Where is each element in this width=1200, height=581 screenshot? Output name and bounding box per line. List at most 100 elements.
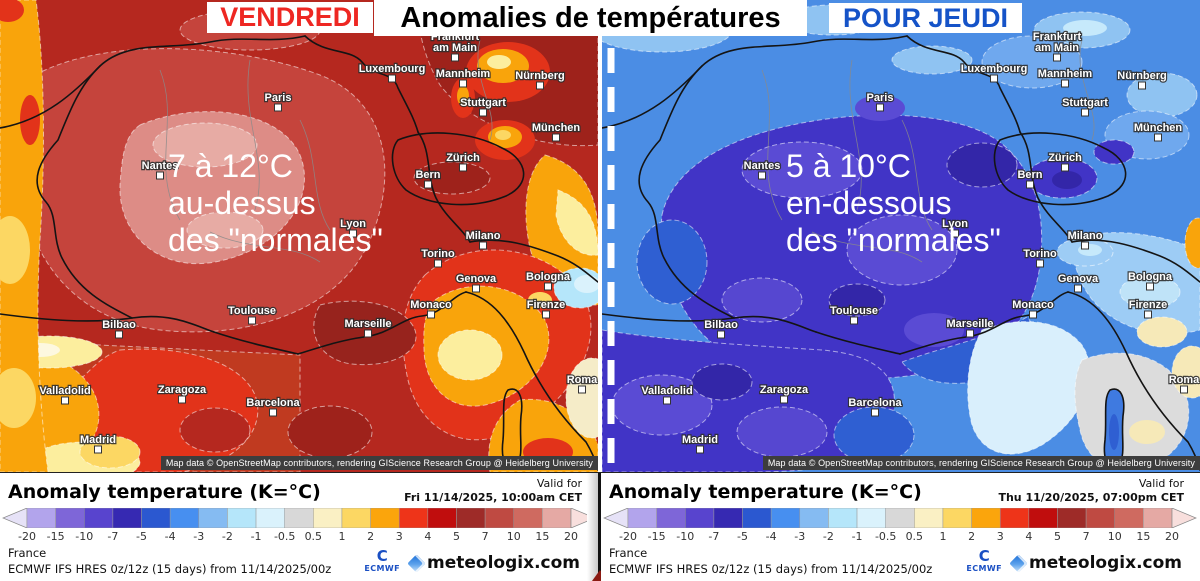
country-borders bbox=[602, 35, 1200, 471]
colorbar-segment bbox=[971, 507, 1001, 529]
thursday-anomaly-map-image: Frankfurt am Main Luxembourg Mannheim Nürnbe… bbox=[602, 0, 1200, 472]
city-label-roma: Roma bbox=[1169, 374, 1200, 386]
city-marker bbox=[717, 330, 725, 339]
colorbar-tick: 0.5 bbox=[905, 530, 924, 543]
colorbar-tick-labels: -20 -15 -10 -7 -5 -4 -3 -2 -1 -0.5 0.5 1 2 3 4 5 7 10 15 20 bbox=[2, 530, 596, 543]
colorbar-segment bbox=[370, 507, 400, 529]
colorbar-segment bbox=[1057, 507, 1087, 529]
colorbar-tick: -1 bbox=[250, 530, 262, 543]
colorbar-tick: -7 bbox=[708, 530, 720, 543]
city-label-milano: Milano bbox=[466, 230, 501, 242]
colorbar-tick: 4 bbox=[424, 530, 432, 543]
city-marker bbox=[115, 330, 123, 339]
city-marker bbox=[1061, 79, 1069, 88]
city-marker bbox=[542, 310, 550, 319]
city-marker bbox=[156, 171, 164, 180]
city-label-valladolid: Valladolid bbox=[39, 385, 90, 397]
city-marker bbox=[1053, 53, 1061, 62]
city-label-barcelona: Barcelona bbox=[848, 397, 902, 409]
city-label-bilbao: Bilbao bbox=[102, 319, 136, 331]
city-label-genova: Genova bbox=[456, 273, 497, 285]
city-marker bbox=[479, 241, 487, 250]
colorbar-segment bbox=[198, 507, 228, 529]
city-marker bbox=[552, 133, 560, 142]
city-label-valladolid: Valladolid bbox=[641, 385, 692, 397]
divider-arrow-icon bbox=[592, 570, 608, 581]
day-label-friday: VENDREDI bbox=[207, 2, 373, 33]
colorbar-segment bbox=[828, 507, 858, 529]
meteologix-brand-link[interactable]: meteologix.com bbox=[1009, 553, 1182, 573]
colorbar-tick: -3 bbox=[193, 530, 205, 543]
city-marker bbox=[1154, 133, 1162, 142]
country-borders bbox=[0, 35, 598, 471]
city-label-stuttgart: Stuttgart bbox=[460, 97, 506, 109]
valid-for-block: Valid for Thu 11/20/2025, 07:00pm CET bbox=[998, 477, 1184, 505]
city-labels-layer: Frankfurt am Main Luxembourg Mannheim Nürnbe… bbox=[640, 30, 1200, 454]
city-label-n-rnberg: Nürnberg bbox=[1117, 70, 1167, 82]
colorbar-tick: -2 bbox=[822, 530, 834, 543]
model-run-label: ECMWF IFS HRES 0z/12z (15 days) from 11/… bbox=[609, 562, 933, 576]
colorbar-tick: -5 bbox=[737, 530, 748, 543]
colorbar-segment bbox=[484, 507, 514, 529]
city-label-firenze: Firenze bbox=[527, 299, 566, 311]
city-label-m-nchen: München bbox=[1134, 122, 1183, 134]
city-marker bbox=[850, 316, 858, 325]
colorbar-segment bbox=[685, 507, 715, 529]
colorbar-segment bbox=[999, 507, 1030, 529]
colorbar-tick: 5 bbox=[452, 530, 460, 543]
ecmwf-logo-icon: C bbox=[978, 547, 990, 565]
city-label-lyon: Lyon bbox=[942, 218, 968, 230]
colorbar-segment bbox=[227, 507, 257, 529]
colorbar-tick: -4 bbox=[164, 530, 176, 543]
meteologix-brand-link[interactable]: meteologix.com bbox=[407, 553, 580, 573]
colorbar-tick: 1 bbox=[338, 530, 346, 543]
city-label-m-nchen: München bbox=[532, 122, 581, 134]
city-marker bbox=[434, 259, 442, 268]
colorbar-segment bbox=[313, 507, 343, 529]
city-label-bern: Bern bbox=[415, 169, 440, 181]
colorbar-segment bbox=[627, 507, 657, 529]
city-marker bbox=[274, 103, 282, 112]
city-label-monaco: Monaco bbox=[410, 299, 452, 311]
colorbar-tick: -15 bbox=[46, 530, 65, 543]
valid-date: Fri 11/14/2025, 10:00am CET bbox=[404, 491, 582, 504]
city-label-paris: Paris bbox=[867, 92, 894, 104]
logos: C ECMWF meteologix.com bbox=[966, 547, 1182, 574]
logos: C ECMWF meteologix.com bbox=[364, 549, 580, 574]
maps-gap bbox=[598, 0, 602, 472]
colorbar-tick: 10 bbox=[506, 530, 521, 543]
colorbar-segment bbox=[885, 507, 915, 529]
city-marker bbox=[578, 385, 586, 394]
colorbar-segment bbox=[742, 507, 772, 529]
city-marker bbox=[388, 74, 396, 83]
city-label-luxembourg: Luxembourg bbox=[961, 63, 1028, 75]
map-attribution: Map data © OpenStreetMap contributors, r… bbox=[762, 456, 1200, 470]
colorbar-segment bbox=[84, 507, 114, 529]
footer-edge-strip bbox=[587, 473, 598, 581]
colorbar-tick: -15 bbox=[647, 530, 666, 543]
colorbar-segment bbox=[1085, 507, 1115, 529]
valid-for-label: Valid for bbox=[536, 477, 582, 490]
city-marker bbox=[1081, 108, 1089, 117]
region-label: France bbox=[609, 546, 648, 560]
maps-row: Frankfurt am Main Luxembourg Mannheim Nürnbe… bbox=[0, 0, 1200, 472]
city-marker bbox=[364, 329, 372, 338]
city-label-monaco: Monaco bbox=[1012, 299, 1054, 311]
city-marker bbox=[876, 103, 884, 112]
city-marker bbox=[479, 108, 487, 117]
valid-for-label: Valid for bbox=[1138, 477, 1184, 490]
city-marker bbox=[536, 81, 544, 90]
colorbar-tick: 20 bbox=[564, 530, 578, 543]
city-marker bbox=[871, 408, 879, 417]
city-marker bbox=[696, 445, 704, 454]
city-marker bbox=[1036, 259, 1044, 268]
city-label-n-rnberg: Nürnberg bbox=[515, 70, 565, 82]
colorbar-tick: 5 bbox=[1053, 530, 1061, 543]
city-label-toulouse: Toulouse bbox=[228, 305, 276, 317]
city-label-z-rich: Zürich bbox=[1048, 152, 1082, 164]
city-label-toulouse: Toulouse bbox=[830, 305, 878, 317]
meteologix-diamond-icon bbox=[407, 553, 426, 573]
region-label: France bbox=[8, 546, 47, 560]
city-label-paris: Paris bbox=[265, 92, 292, 104]
